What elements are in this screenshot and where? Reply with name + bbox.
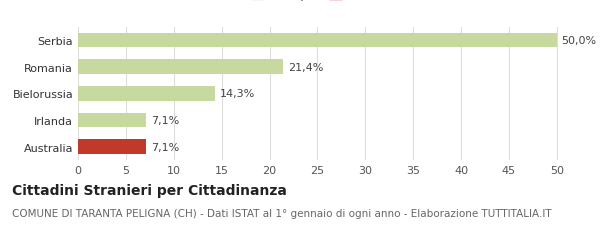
Text: 14,3%: 14,3% — [220, 89, 255, 99]
Text: 50,0%: 50,0% — [562, 36, 597, 46]
Text: 7,1%: 7,1% — [151, 142, 179, 152]
Bar — [78, 33, 557, 48]
Text: Cittadini Stranieri per Cittadinanza: Cittadini Stranieri per Cittadinanza — [12, 183, 287, 197]
Bar — [78, 113, 146, 128]
Text: 21,4%: 21,4% — [288, 62, 323, 72]
Text: COMUNE DI TARANTA PELIGNA (CH) - Dati ISTAT al 1° gennaio di ogni anno - Elabora: COMUNE DI TARANTA PELIGNA (CH) - Dati IS… — [12, 208, 551, 218]
Bar — [78, 87, 215, 101]
Bar — [78, 60, 283, 75]
Bar — [78, 140, 146, 154]
Legend: Europa, Oceania: Europa, Oceania — [247, 0, 407, 4]
Text: 7,1%: 7,1% — [151, 115, 179, 125]
